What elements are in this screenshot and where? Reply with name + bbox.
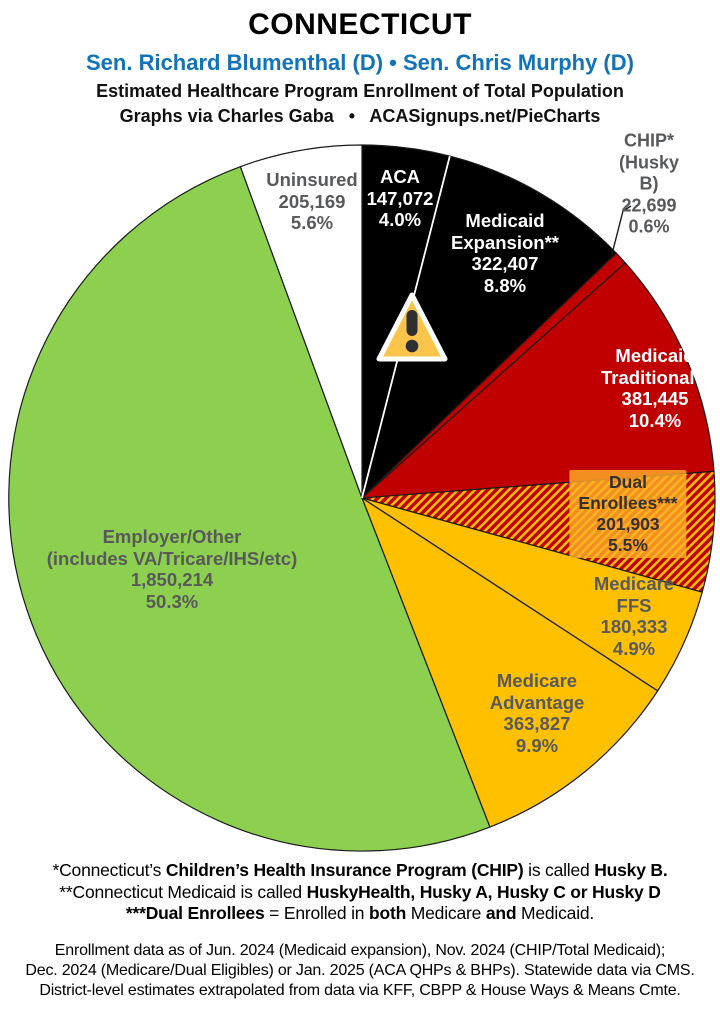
senators-line: Sen. Richard Blumenthal (D) • Sen. Chris… xyxy=(86,50,634,75)
pie-chart xyxy=(8,144,716,852)
footnotes: *Connecticut’s Children’s Health Insuran… xyxy=(0,860,720,925)
warning-icon xyxy=(376,292,448,362)
credit-line: Graphs via Charles Gaba • ACASignups.net… xyxy=(119,106,601,126)
pie-slice-uninsured xyxy=(239,144,363,499)
source-line-2: Dec. 2024 (Medicare/Dual Eligibles) or J… xyxy=(25,962,695,979)
chart-title: CONNECTICUT xyxy=(248,8,472,41)
pie-slices xyxy=(8,144,716,852)
source-line-3: District-level estimates extrapolated fr… xyxy=(39,982,681,999)
chip-leader-line xyxy=(611,205,632,255)
footnote-line-3: ***Dual Enrollees = Enrolled in both Med… xyxy=(125,903,595,923)
source-line-1: Enrollment data as of Jun. 2024 (Medicai… xyxy=(54,942,666,959)
pie-slice-medicaid-traditional xyxy=(361,262,715,499)
pie-slice-medicaid-expansion xyxy=(361,155,617,499)
source-notes: Enrollment data as of Jun. 2024 (Medicai… xyxy=(0,941,720,1001)
footnote-line-2: **Connecticut Medicaid is called HuskyHe… xyxy=(59,881,661,902)
pie-slice-medicare-advantage xyxy=(361,497,659,828)
chart-subtitle: Estimated Healthcare Program Enrollment … xyxy=(96,81,624,101)
footnote-line-1: *Connecticut’s Children’s Health Insuran… xyxy=(52,860,668,880)
pie-slice-employer-other xyxy=(8,166,491,852)
